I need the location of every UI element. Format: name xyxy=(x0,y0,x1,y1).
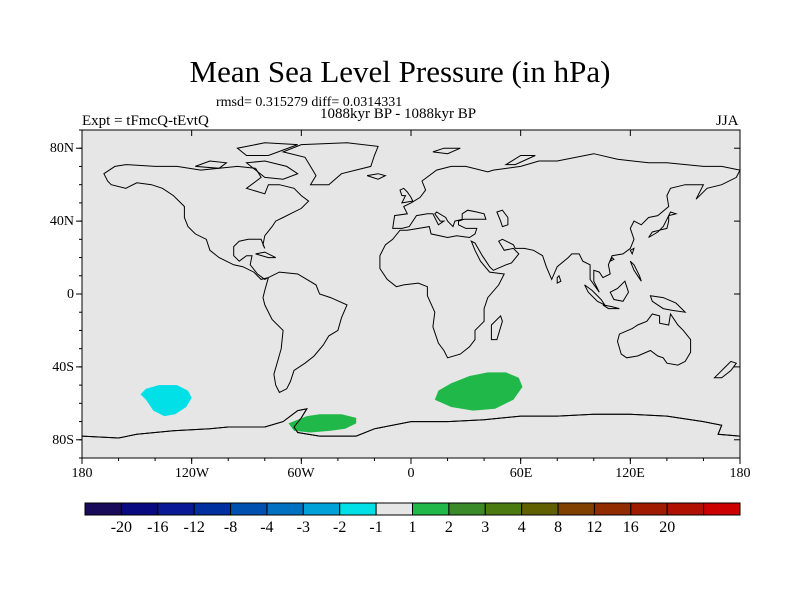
colorbar-label: -4 xyxy=(260,519,274,536)
colorbar-label: 1 xyxy=(408,519,417,536)
coastline-iceland xyxy=(366,173,387,180)
chart-title: Mean Sea Level Pressure (in hPa) xyxy=(189,54,611,89)
anomaly-weddell-sea-positive xyxy=(288,414,357,433)
coastline-south-america xyxy=(262,271,348,394)
coastline-caspian-sea xyxy=(496,209,509,228)
colorbar-swatch xyxy=(448,502,486,516)
colorbar-label: 12 xyxy=(586,519,603,536)
anomaly-south-indian-positive xyxy=(434,372,523,411)
period-subtitle: 1088kyr BP - 1088kyr BP xyxy=(320,106,477,122)
coastline-baffin-island xyxy=(245,160,299,180)
coastline-antarctica-overlay xyxy=(81,408,741,439)
colorbar-swatch xyxy=(84,502,122,516)
coastline-java xyxy=(602,304,620,310)
coastline-cuba xyxy=(255,251,276,259)
colorbar-swatch xyxy=(193,502,232,516)
coastline-new-guinea xyxy=(649,295,687,313)
colorbar-swatch xyxy=(703,502,741,516)
coastline-australia xyxy=(616,312,692,366)
axis-ticks xyxy=(76,129,741,464)
y-tick-label: 0 xyxy=(67,287,74,302)
coastline-taiwan xyxy=(629,247,635,256)
map-background xyxy=(82,130,740,458)
anomaly-south-pacific-negative xyxy=(140,385,192,417)
colorbar-label: -8 xyxy=(223,519,238,536)
colorbar-label: -2 xyxy=(333,519,347,536)
colorbar-swatch xyxy=(412,502,450,516)
coastline-eurasia-africa xyxy=(379,153,741,359)
coastline-ellesmere xyxy=(236,142,298,156)
stats-subtitle: rmsd= 0.315279 diff= 0.0314331 xyxy=(216,95,403,110)
colorbar-label: -3 xyxy=(296,519,310,536)
colorbar-label: 8 xyxy=(554,519,563,536)
coastline-sri-lanka xyxy=(556,274,562,284)
colorbar-label: -16 xyxy=(147,519,169,536)
colorbar-swatch xyxy=(593,502,632,516)
coastline-new-zealand xyxy=(713,360,738,379)
colorbar-swatch xyxy=(484,502,523,516)
coastline-philippines xyxy=(629,260,642,282)
colorbar-label: 16 xyxy=(622,519,639,536)
coastline-victoria-island xyxy=(195,160,228,169)
colorbar-swatch xyxy=(666,502,705,516)
colorbar-label: -20 xyxy=(110,519,133,536)
colorbar-swatch xyxy=(230,502,268,516)
x-tick-label: 60W xyxy=(287,466,315,481)
colorbar-swatch xyxy=(339,502,377,516)
coastline-uk xyxy=(399,187,414,204)
anomaly-contours xyxy=(81,372,741,439)
colorbar-swatch xyxy=(302,502,341,516)
coastline-novaya-zemlya xyxy=(504,155,536,166)
colorbar-swatch xyxy=(375,502,413,516)
colorbar-swatch xyxy=(266,502,304,516)
x-tick-label: 180 xyxy=(729,466,751,481)
y-tick-label: 80S xyxy=(52,433,74,448)
y-tick-label: 40N xyxy=(49,214,74,229)
colorbar-label: -12 xyxy=(183,519,205,536)
x-tick-label: 180 xyxy=(71,466,93,481)
y-tick-label: 40S xyxy=(52,360,74,375)
colorbar-swatch xyxy=(557,502,595,516)
coastline-borneo xyxy=(609,280,630,302)
x-tick-label: 120W xyxy=(174,466,210,481)
colorbar-label: -1 xyxy=(369,519,383,536)
colorbar-swatch xyxy=(630,502,668,516)
coastline-north-america xyxy=(103,164,310,280)
x-tick-label: 0 xyxy=(407,466,415,481)
coastline-japan xyxy=(648,211,678,238)
coastline-hainan xyxy=(609,256,615,263)
coastline-svalbard xyxy=(432,147,461,155)
y-tick-label: 80N xyxy=(49,141,74,156)
experiment-label: Expt = tFmcQ-tEvtQ xyxy=(82,113,209,129)
x-tick-label: 120E xyxy=(615,466,645,481)
colorbar-swatch xyxy=(120,502,159,516)
x-tick-label: 60E xyxy=(509,466,533,481)
colorbar-swatch xyxy=(157,502,195,516)
colorbar-swatch xyxy=(521,502,559,516)
coastline-greenland xyxy=(281,142,379,186)
colorbar-label: 2 xyxy=(444,519,453,536)
colorbar xyxy=(84,502,741,516)
colorbar-label: 3 xyxy=(481,519,490,536)
coastline-madagascar xyxy=(490,314,503,341)
season-label: JJA xyxy=(716,113,739,129)
colorbar-label: 20 xyxy=(659,519,676,536)
colorbar-label: 4 xyxy=(517,519,526,536)
